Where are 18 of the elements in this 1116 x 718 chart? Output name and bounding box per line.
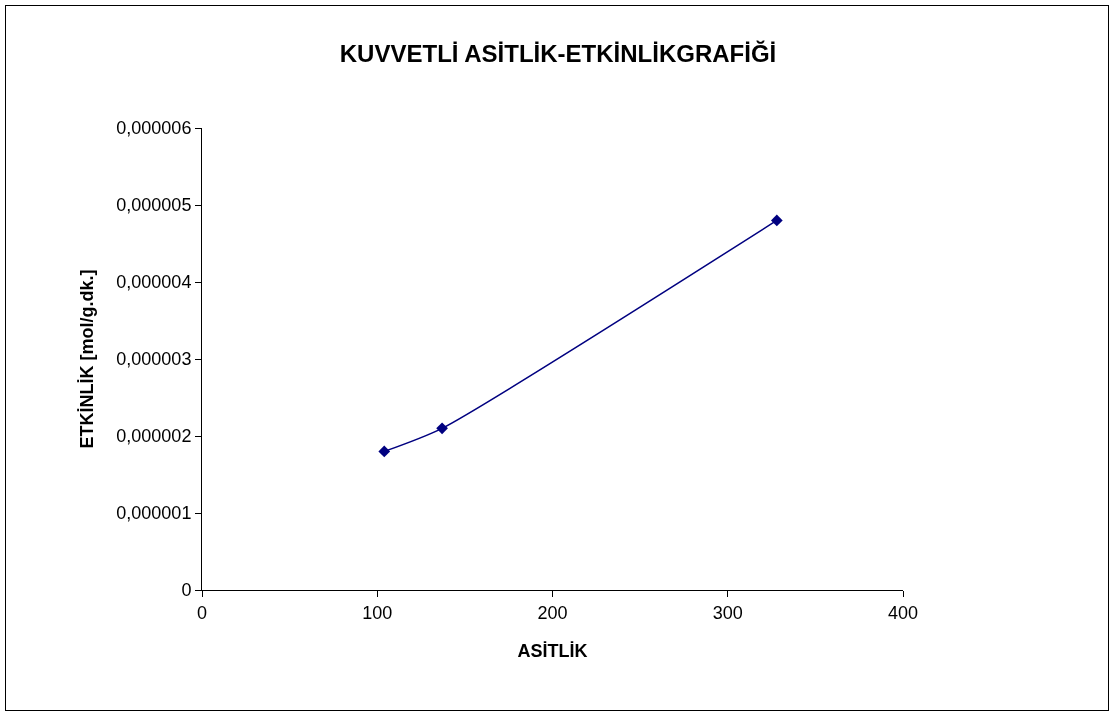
x-tick-label: 300	[712, 602, 743, 623]
y-tick-label: 0,000003	[116, 349, 192, 370]
y-tick-label: 0,000001	[116, 503, 192, 524]
point	[378, 445, 391, 458]
x-tick-label: 0	[196, 602, 208, 623]
y-tick-label: 0	[181, 580, 192, 601]
y-tick-label: 0,000002	[116, 426, 192, 447]
x-axis-title: ASİTLİK	[517, 640, 588, 661]
point	[436, 422, 448, 435]
y-tick-label: 0,000005	[116, 195, 192, 216]
chart-title: KUVVETLİ ASİTLİK-ETKİNLİKGRAFİĞİ	[339, 40, 777, 68]
y-axis-title: ETKİNLİK [mol/g.dk.]	[76, 269, 97, 449]
x-tick-label: 100	[362, 602, 393, 623]
y-tick-label: 0,000006	[116, 118, 192, 139]
x-tick-label: 400	[887, 602, 919, 623]
x-tick-label: 200	[537, 602, 568, 623]
y-tick-label: 0,000004	[116, 272, 192, 293]
point	[770, 214, 783, 227]
